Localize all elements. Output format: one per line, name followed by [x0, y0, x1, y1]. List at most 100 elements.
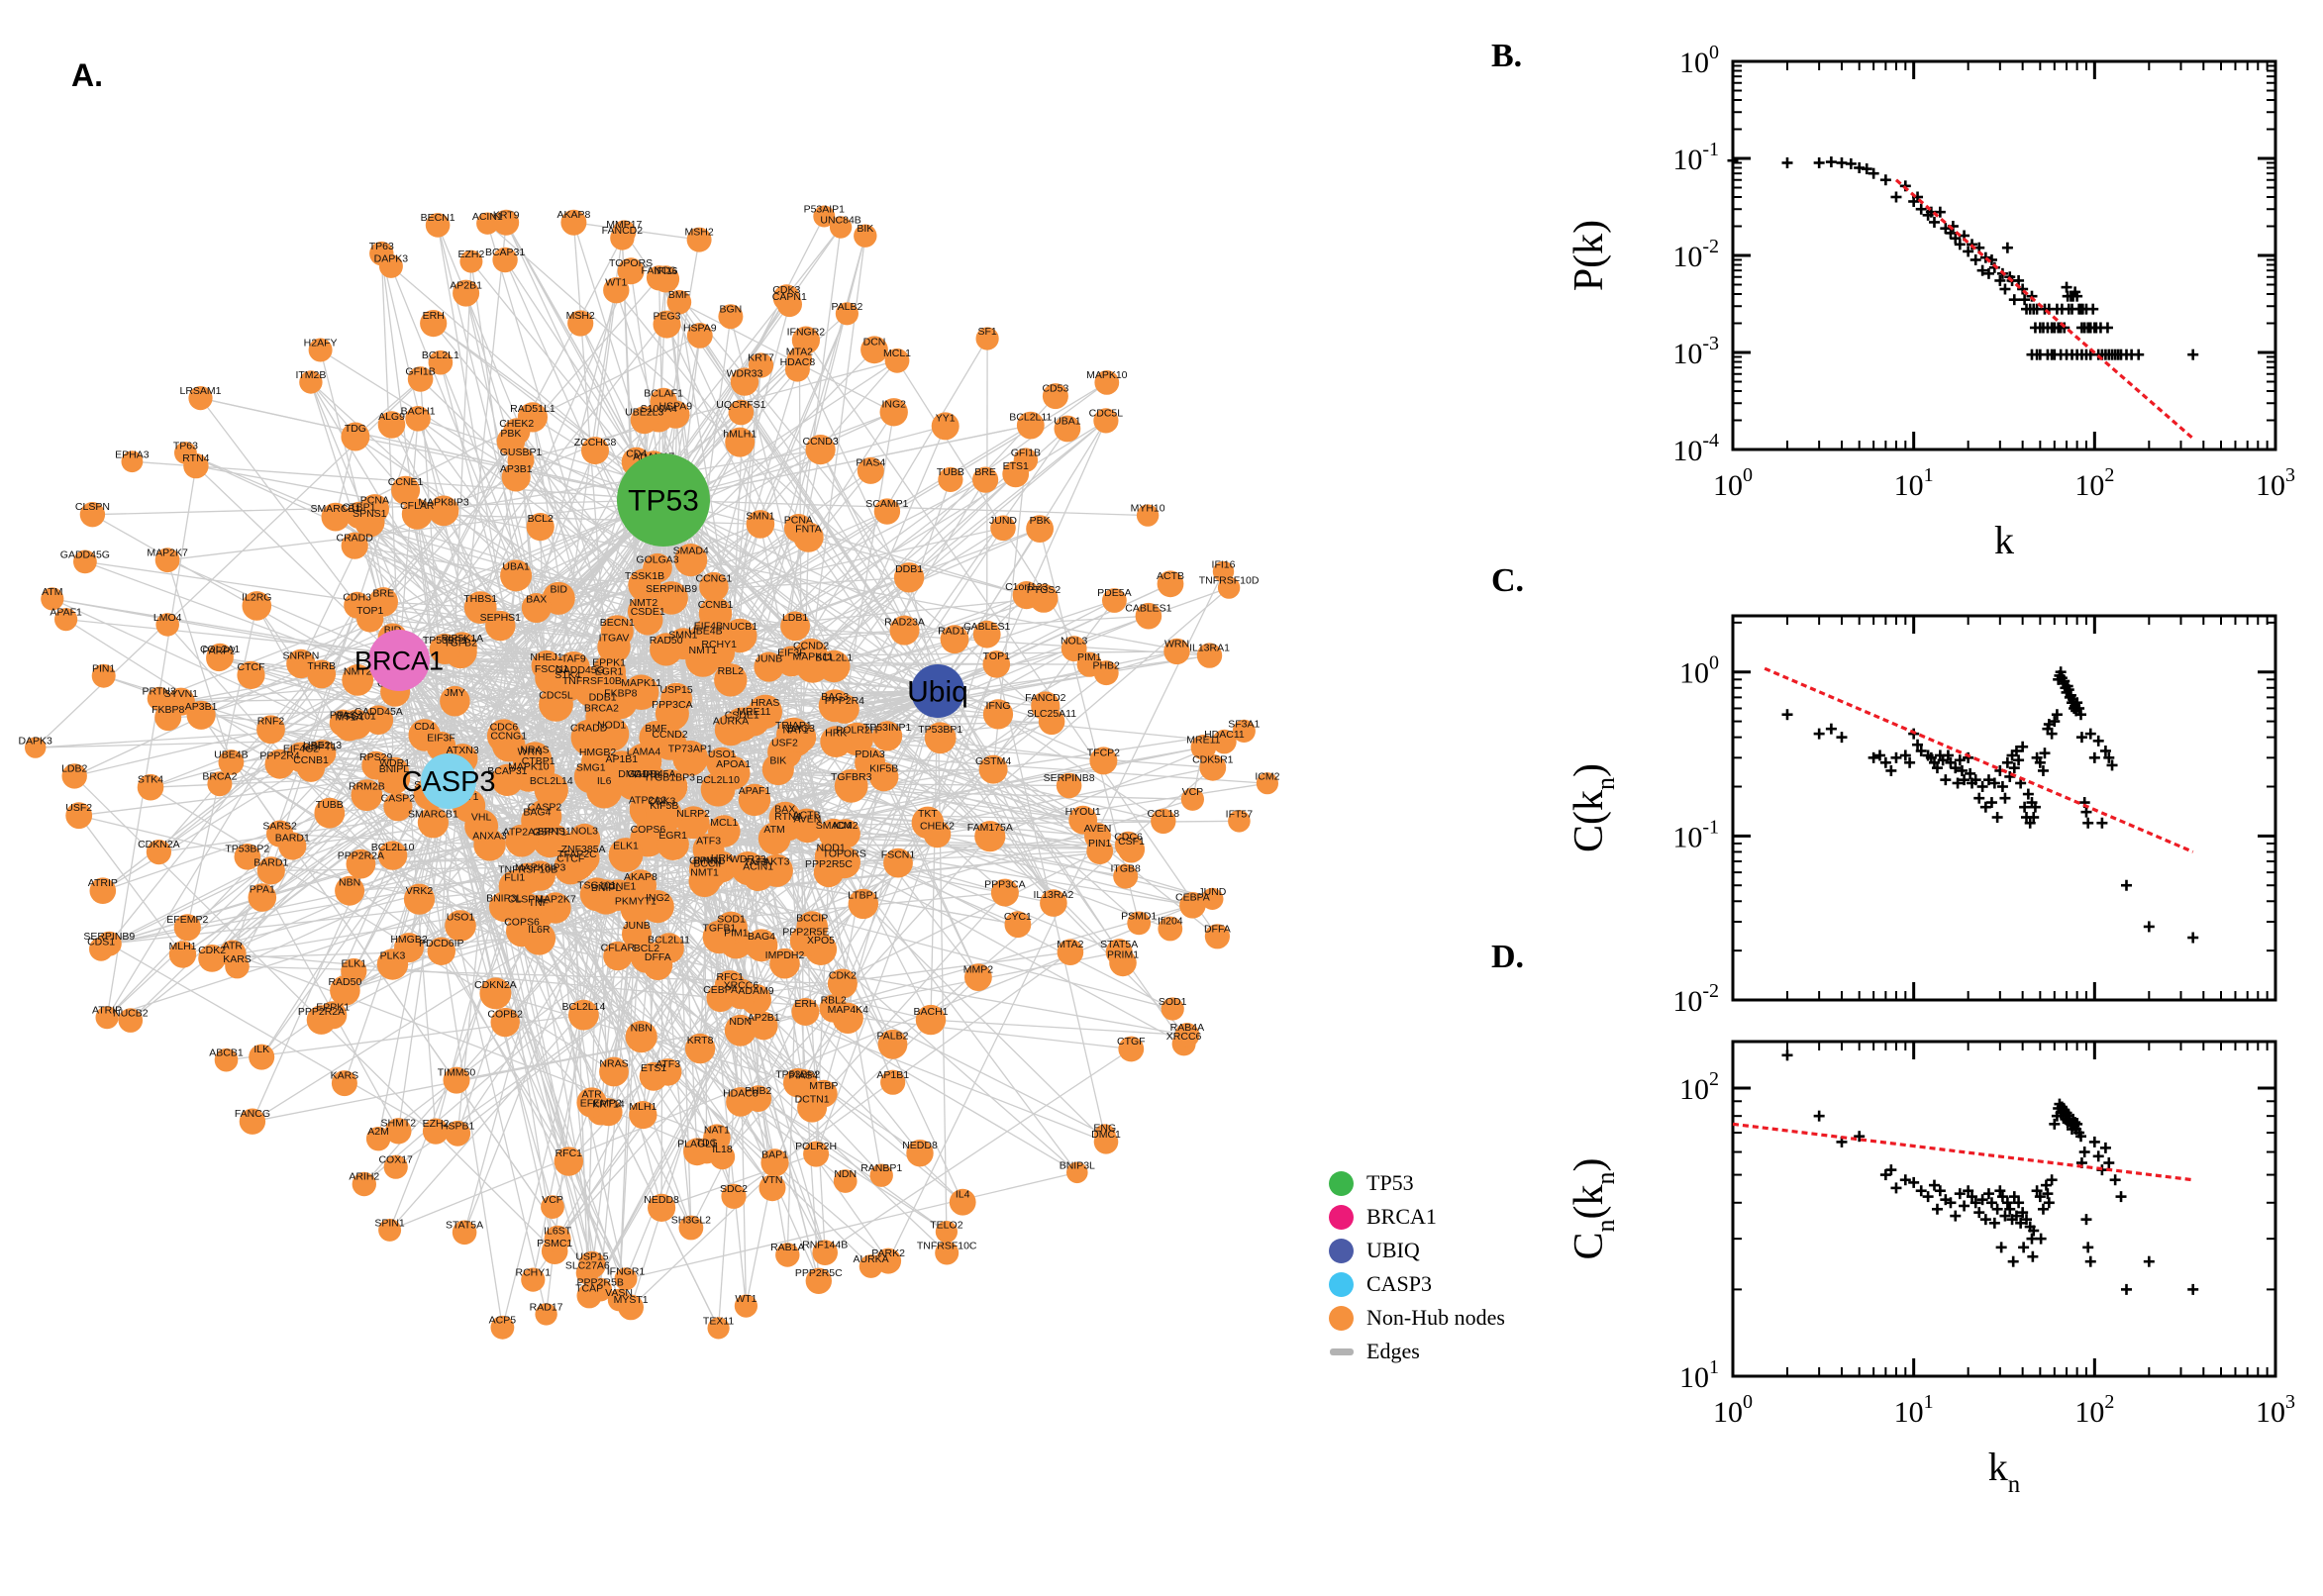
network-node-label: DAPK3: [18, 735, 52, 747]
network-node-label: NUCB2: [113, 1007, 149, 1019]
network-node: [725, 427, 756, 457]
network-node-label: CSF1: [1118, 836, 1145, 848]
network-node: [655, 581, 688, 615]
network-node-label: WT1: [605, 277, 627, 289]
network-node: [249, 1044, 275, 1070]
network-node-label: EZH2: [423, 1118, 450, 1130]
legend-node-swatch: [1329, 1238, 1354, 1263]
network-node-label: EPPK1: [316, 1001, 350, 1013]
network-node-label: MAPK11: [792, 651, 833, 663]
network-node: [490, 1007, 520, 1038]
network-edge: [594, 290, 617, 451]
network-node-label: ELK1: [341, 957, 366, 969]
network-node: [585, 700, 618, 734]
network-node-label: XRCC6: [724, 980, 759, 992]
network-node-label: BNIPL: [591, 882, 622, 894]
network-node-label: AP2B1: [748, 1012, 780, 1024]
network-node: [749, 1011, 778, 1041]
network-node: [924, 722, 957, 754]
network-node-label: COPS6: [631, 824, 666, 836]
network-node-label: ENG: [1093, 1122, 1116, 1134]
network-edge: [106, 465, 197, 1018]
network-node-label: BCL2L14: [530, 775, 573, 787]
network-node-label: MAPK10: [508, 760, 550, 772]
network-node-label: FANCG: [642, 264, 677, 276]
network-node: [121, 450, 144, 473]
network-edge: [109, 785, 852, 945]
network-node-label: NAT1: [782, 725, 808, 737]
network-node: [949, 1188, 976, 1216]
network-node-label: UBE4B: [214, 749, 248, 761]
network-node: [1102, 588, 1127, 613]
network-node-label: ARIH2: [349, 1171, 379, 1183]
network-node: [428, 495, 459, 527]
network-node-label: ICM2: [1255, 770, 1279, 782]
network-node-label: PCNA: [784, 514, 813, 526]
network-node-label: GADD45A: [627, 768, 675, 780]
network-node-label: ETS1: [1003, 460, 1029, 472]
network-node-label: SOD1: [717, 913, 746, 925]
network-node-label: THRB: [632, 769, 660, 781]
network-node: [676, 806, 710, 840]
network-node-label: BCL2L11: [1009, 412, 1052, 424]
network-node-label: CTBP1: [343, 502, 376, 514]
network-node-label: FKBP8: [152, 704, 184, 716]
network-node-label: BNIP3L: [486, 893, 522, 905]
network-node: [403, 883, 436, 915]
network-node-label: BCLAF1: [644, 388, 683, 400]
network-node: [206, 645, 233, 672]
network-node-label: ATM: [42, 586, 62, 598]
legend-item-edges: Edges: [1329, 1339, 1505, 1364]
network-edge: [556, 862, 899, 1240]
tick-label: 102: [1679, 1068, 1719, 1106]
network-node-label: THRB: [307, 660, 336, 672]
network-node: [427, 937, 455, 965]
network-node: [880, 1069, 906, 1095]
network-node-label: PSMD1: [1121, 910, 1157, 922]
network-node-label: PIM1: [724, 928, 749, 940]
network-node-label: MAPK11: [621, 677, 661, 689]
network-node-label: BIK: [769, 754, 786, 766]
network-node: [1232, 719, 1256, 744]
network-node-label: MTA2: [1057, 939, 1083, 950]
network-node-label: TNFRSF10C: [917, 1240, 977, 1251]
network-node: [443, 1066, 470, 1094]
network-node-label: TP53BP1: [918, 724, 962, 736]
network-node: [146, 840, 171, 865]
network-node: [707, 1317, 730, 1340]
network-node: [352, 1171, 376, 1197]
network-node-label: MYST1: [614, 1294, 649, 1306]
network-node: [783, 1068, 813, 1098]
network-node-label: CTGF: [1117, 1036, 1146, 1047]
network-edge: [662, 499, 1027, 596]
network-node-label: PPP2R4: [825, 695, 864, 707]
network-node: [485, 610, 516, 642]
network-node-label: BCAP31: [487, 765, 527, 777]
network-node-label: SMAD4: [673, 546, 709, 557]
network-node: [505, 824, 539, 857]
network-node: [746, 510, 775, 539]
network-node: [974, 821, 1006, 852]
network-node: [1201, 887, 1224, 911]
network-node-label: TP53INP1: [863, 722, 912, 734]
network-edge: [397, 780, 450, 1132]
network-node-label: GADD45G: [556, 664, 605, 676]
network-node: [813, 205, 836, 228]
network-node: [407, 366, 434, 392]
network-node: [653, 310, 681, 339]
network-node: [579, 877, 614, 912]
network-node-label: SF1: [977, 326, 996, 338]
plot-frame: [1731, 1040, 2277, 1378]
network-node-label: TIMM50: [438, 1066, 476, 1078]
network-node-label: BNIP3L: [1060, 1160, 1095, 1172]
network-node-label: IL18: [712, 1144, 733, 1155]
network-node-label: VRK2: [406, 885, 434, 897]
network-node-label: EIF3F: [427, 733, 455, 745]
network-node-label: BACH1: [401, 405, 436, 417]
network-edge: [358, 514, 796, 741]
network-node-label: EPPK1: [592, 657, 626, 669]
tick-label: 101: [1679, 1356, 1719, 1394]
legend-item-brca1: BRCA1: [1329, 1204, 1505, 1230]
network-node-label: MAP2K7: [535, 894, 576, 906]
network-node: [608, 838, 644, 872]
